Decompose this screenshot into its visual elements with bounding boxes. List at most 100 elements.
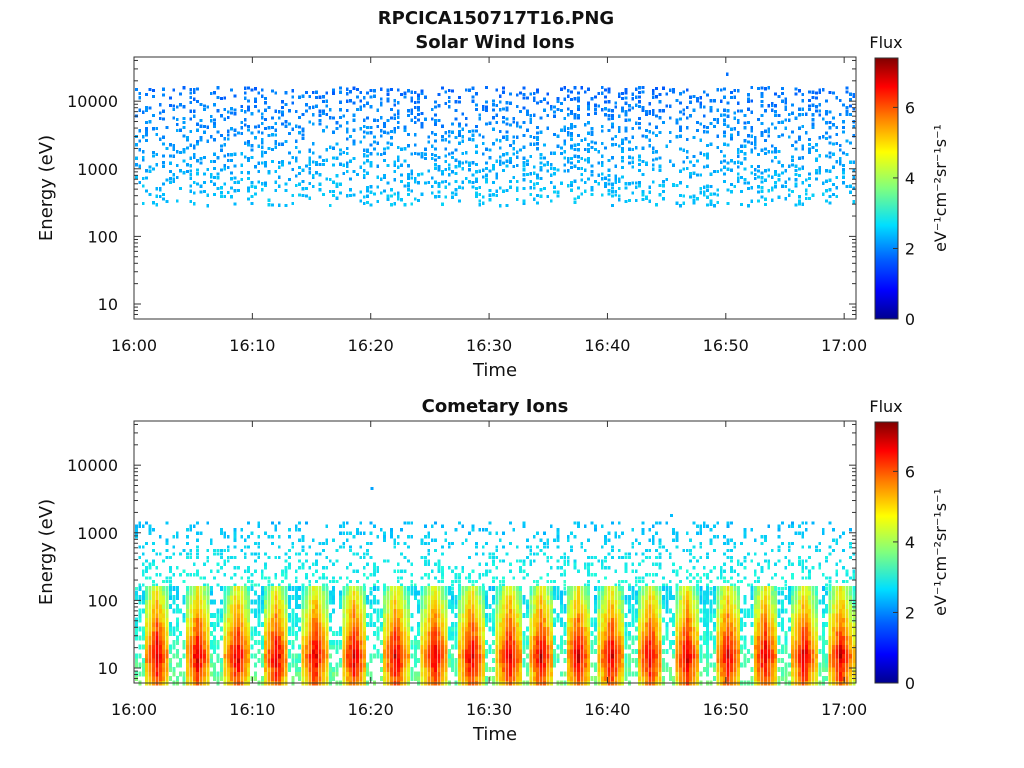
spectrogram-cell [152, 635, 155, 641]
spectrogram-cell [417, 198, 420, 202]
spectrogram-cell [699, 524, 703, 528]
spectrogram-cell [369, 203, 373, 207]
spectrogram-cell [362, 202, 366, 206]
spectrogram-cell [359, 613, 363, 618]
spectrogram-cell [237, 189, 240, 193]
spectrogram-cell [774, 181, 777, 185]
spectrogram-cell [396, 569, 400, 573]
spectrogram-cell [230, 177, 233, 181]
spectrogram-cell [390, 653, 393, 659]
spectrogram-cell [526, 173, 529, 177]
spectrogram-cell [570, 531, 573, 535]
spectrogram-cell [345, 622, 349, 627]
spectrogram-cell [709, 202, 713, 206]
spectrogram-cell [366, 125, 369, 130]
spectrogram-cell [628, 118, 631, 122]
spectrogram-cell [696, 99, 699, 103]
spectrogram-cell [471, 676, 475, 681]
spectrogram-cell [706, 576, 709, 580]
spectrogram-cell [713, 548, 716, 553]
spectrogram-cell [702, 524, 706, 528]
spectrogram-cell [274, 189, 278, 193]
spectrogram-cell [577, 113, 580, 117]
spectrogram-cell [383, 622, 387, 627]
spectrogram-cell [305, 109, 308, 113]
spectrogram-cell [781, 120, 784, 124]
spectrogram-cell [458, 662, 461, 668]
spectrogram-cell [271, 535, 274, 539]
spectrogram-cell [794, 182, 798, 186]
spectrogram-cell [641, 531, 645, 535]
spectrogram-cell [420, 595, 424, 600]
spectrogram-cell [407, 653, 410, 659]
spectrogram-cell [417, 152, 420, 156]
spectrogram-cell [794, 87, 798, 91]
spectrogram-cell [318, 118, 322, 123]
spectrogram-cell [794, 140, 798, 144]
spectrogram-cell [407, 640, 410, 645]
spectrogram-cell [141, 626, 145, 632]
spectrogram-cell [471, 181, 475, 185]
spectrogram-cell [339, 576, 342, 580]
spectrogram-cell [396, 626, 400, 632]
spectrogram-cell [417, 644, 421, 650]
spectrogram-cell [437, 667, 441, 672]
spectrogram-cell [577, 116, 580, 120]
spectrogram-cell [390, 604, 393, 609]
spectrogram-cell [141, 150, 145, 154]
spectrogram-cell [427, 576, 431, 580]
spectrogram-cell [709, 586, 713, 591]
spectrogram-cell [611, 116, 614, 120]
spectrogram-cell [209, 671, 213, 677]
spectrogram-cell [495, 176, 499, 180]
spectrogram-cell [458, 617, 461, 623]
spectrogram-cell [594, 555, 597, 559]
spectrogram-cell [175, 199, 179, 203]
spectrogram-cell [226, 631, 230, 636]
spectrogram-cell [532, 535, 536, 539]
spectrogram-cell [264, 599, 268, 605]
spectrogram-cell [318, 542, 322, 546]
spectrogram-cell [169, 180, 172, 185]
spectrogram-cell [396, 617, 400, 623]
spectrogram-cell [390, 203, 393, 207]
spectrogram-cell [247, 124, 250, 129]
spectrogram-cell [301, 179, 305, 184]
spectrogram-cell [835, 195, 839, 199]
spectrogram-cell [220, 617, 223, 623]
spectrogram-cell [226, 662, 230, 668]
spectrogram-cell [594, 103, 597, 107]
spectrogram-cell [311, 671, 315, 677]
spectrogram-cell [764, 129, 767, 133]
spectrogram-cell [838, 162, 842, 166]
spectrogram-cell [485, 177, 488, 181]
spectrogram-cell [226, 159, 230, 163]
spectrogram-cell [403, 644, 407, 650]
spectrogram-cell [145, 169, 148, 173]
spectrogram-cell [318, 631, 322, 636]
spectrogram-cell [424, 535, 427, 539]
spectrogram-cell [747, 107, 750, 111]
spectrogram-cell [825, 137, 828, 141]
spectrogram-cell [774, 104, 777, 108]
spectrogram-cell [587, 566, 590, 570]
spectrogram-cell [264, 626, 268, 632]
spectrogram-cell [794, 164, 798, 168]
spectrogram-cell [226, 658, 230, 663]
spectrogram-cell [325, 595, 329, 600]
spectrogram-cell [233, 622, 237, 627]
spectrogram-cell [260, 644, 264, 650]
spectrogram-cell [811, 122, 815, 126]
spectrogram-cell [294, 635, 298, 641]
spectrogram-cell [413, 640, 417, 645]
spectrogram-cell [199, 138, 203, 142]
spectrogram-cell [621, 555, 624, 559]
spectrogram-cell [390, 676, 393, 681]
spectrogram-cell [322, 671, 325, 677]
spectrogram-cell [376, 635, 380, 641]
spectrogram-cell [825, 131, 828, 135]
spectrogram-cell [468, 595, 472, 600]
spectrogram-cell [597, 182, 601, 186]
spectrogram-cell [145, 626, 149, 632]
spectrogram-cell [349, 626, 353, 632]
